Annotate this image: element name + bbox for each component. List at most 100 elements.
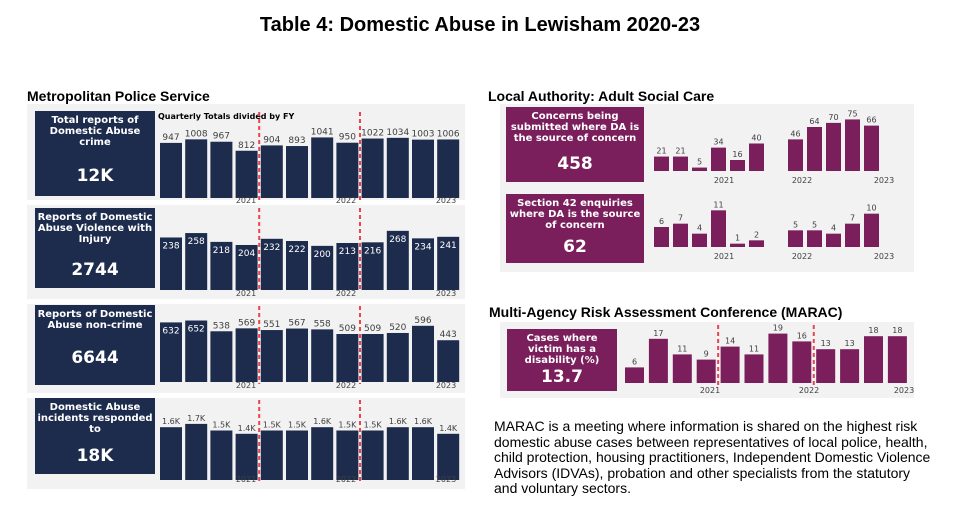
bar bbox=[730, 160, 745, 171]
kpi-card-met2: Reports of Domestic Abuse Violence with … bbox=[35, 208, 155, 288]
data-label: 1041 bbox=[311, 127, 334, 137]
kpi-value: 2744 bbox=[71, 260, 119, 280]
bar bbox=[185, 423, 208, 480]
chart-met2: 238 258 218 204 232 222 200 213 216 268 234 241 2021… bbox=[160, 208, 460, 298]
kpi-label: Reports of Domestic Abuse non-crime bbox=[37, 309, 153, 331]
bar bbox=[361, 430, 384, 480]
bar bbox=[864, 125, 879, 171]
bar bbox=[361, 334, 384, 382]
year-tick-label: 2022 bbox=[336, 475, 356, 484]
chart-met4: 1.6K 1.7K 1.5K 1.4K 1.5K 1.5K 1.6K 1.5K 1.5K 1.6K… bbox=[160, 400, 460, 484]
data-label: 509 bbox=[339, 324, 356, 334]
data-label: 967 bbox=[213, 132, 230, 142]
year-tick-label: 2021 bbox=[236, 475, 256, 484]
year-tick-label: 2023 bbox=[436, 289, 456, 298]
year-tick-label: 2022 bbox=[336, 196, 356, 205]
bar bbox=[840, 349, 860, 383]
kpi-label: Section 42 enquiries where DA is the sou… bbox=[509, 198, 641, 231]
data-label: 1034 bbox=[386, 128, 409, 138]
bar bbox=[361, 242, 384, 290]
bar bbox=[260, 430, 283, 480]
bar bbox=[826, 233, 841, 247]
data-label: 18 bbox=[892, 326, 902, 335]
bar bbox=[711, 147, 726, 171]
bar bbox=[311, 329, 334, 382]
bar bbox=[336, 242, 359, 290]
year-tick-label: 2022 bbox=[799, 386, 819, 395]
bar bbox=[412, 238, 434, 290]
bar bbox=[361, 138, 384, 198]
bar bbox=[160, 322, 182, 382]
bar bbox=[311, 137, 334, 198]
data-label: 241 bbox=[440, 241, 457, 251]
data-label: 258 bbox=[188, 237, 205, 247]
data-label: 520 bbox=[389, 323, 406, 333]
bar bbox=[386, 332, 409, 382]
kpi-label: Domestic Abuse incidents responded to bbox=[37, 402, 153, 435]
data-label: 1.7K bbox=[187, 414, 206, 423]
bar bbox=[648, 338, 668, 383]
data-label: 1.6K bbox=[389, 417, 408, 426]
year-tick-label: 2023 bbox=[436, 196, 456, 205]
data-label: 1.6K bbox=[414, 417, 433, 426]
data-label: 14 bbox=[725, 337, 735, 346]
marac-description: MARAC is a meeting where information is … bbox=[494, 418, 931, 496]
kpi-label: Concerns being submitted where DA is the… bbox=[510, 111, 640, 144]
bar bbox=[654, 227, 669, 247]
bar bbox=[235, 328, 258, 382]
bar bbox=[286, 328, 308, 382]
data-label: 18 bbox=[868, 326, 878, 335]
bar bbox=[720, 346, 740, 383]
data-label: 904 bbox=[263, 135, 280, 145]
data-label: 11 bbox=[713, 200, 723, 209]
data-label: 5 bbox=[793, 220, 798, 229]
data-label: 16 bbox=[732, 150, 742, 159]
year-tick-label: 2021 bbox=[714, 252, 734, 261]
bar bbox=[336, 142, 359, 198]
bar bbox=[210, 141, 233, 198]
bar bbox=[730, 243, 745, 247]
data-label: 812 bbox=[238, 141, 255, 151]
bar bbox=[185, 139, 208, 198]
data-label: 7 bbox=[678, 214, 683, 223]
data-label: 21 bbox=[675, 147, 685, 156]
page-title: Table 4: Domestic Abuse in Lewisham 2020… bbox=[259, 14, 701, 36]
section-title-asc: Local Authority: Adult Social Care bbox=[488, 88, 715, 104]
data-label: 558 bbox=[314, 319, 331, 329]
bar bbox=[160, 237, 182, 290]
bar bbox=[185, 320, 208, 382]
data-label: 216 bbox=[364, 246, 381, 256]
bar bbox=[807, 127, 822, 171]
data-label: 443 bbox=[440, 330, 457, 340]
bar bbox=[386, 230, 409, 290]
data-label: 200 bbox=[314, 250, 331, 260]
data-label: 947 bbox=[162, 133, 179, 143]
data-label: 1003 bbox=[412, 130, 435, 140]
year-tick-label: 2021 bbox=[700, 386, 720, 395]
bar bbox=[792, 341, 812, 383]
data-label: 1.6K bbox=[313, 417, 332, 426]
bar bbox=[412, 325, 434, 382]
bar bbox=[845, 119, 860, 171]
bar bbox=[711, 210, 726, 247]
bar bbox=[826, 122, 841, 171]
kpi-card-asc2: Section 42 enquiries where DA is the sou… bbox=[506, 194, 644, 263]
data-label: 213 bbox=[339, 247, 356, 257]
kpi-value: 6644 bbox=[71, 348, 119, 368]
bar bbox=[185, 233, 208, 290]
bar bbox=[260, 238, 283, 290]
kpi-value: 458 bbox=[557, 154, 593, 174]
kpi-value: 13.7 bbox=[541, 367, 583, 387]
year-tick-label: 2023 bbox=[894, 386, 914, 395]
data-label: 13 bbox=[845, 339, 855, 348]
kpi-label: Cases where victim has a disability (%) bbox=[524, 333, 600, 366]
data-label: 1.4K bbox=[238, 424, 257, 433]
bar bbox=[654, 156, 669, 171]
data-label: 40 bbox=[751, 134, 761, 143]
kpi-card-asc1: Concerns being submitted where DA is the… bbox=[506, 107, 644, 182]
bar bbox=[437, 139, 460, 198]
chart-marac1: 6 17 11 9 14 11 19 16 13 13 18 18 2021 2022 2023 bbox=[625, 324, 914, 395]
data-label: 46 bbox=[790, 129, 800, 138]
data-label: 1022 bbox=[361, 129, 384, 139]
